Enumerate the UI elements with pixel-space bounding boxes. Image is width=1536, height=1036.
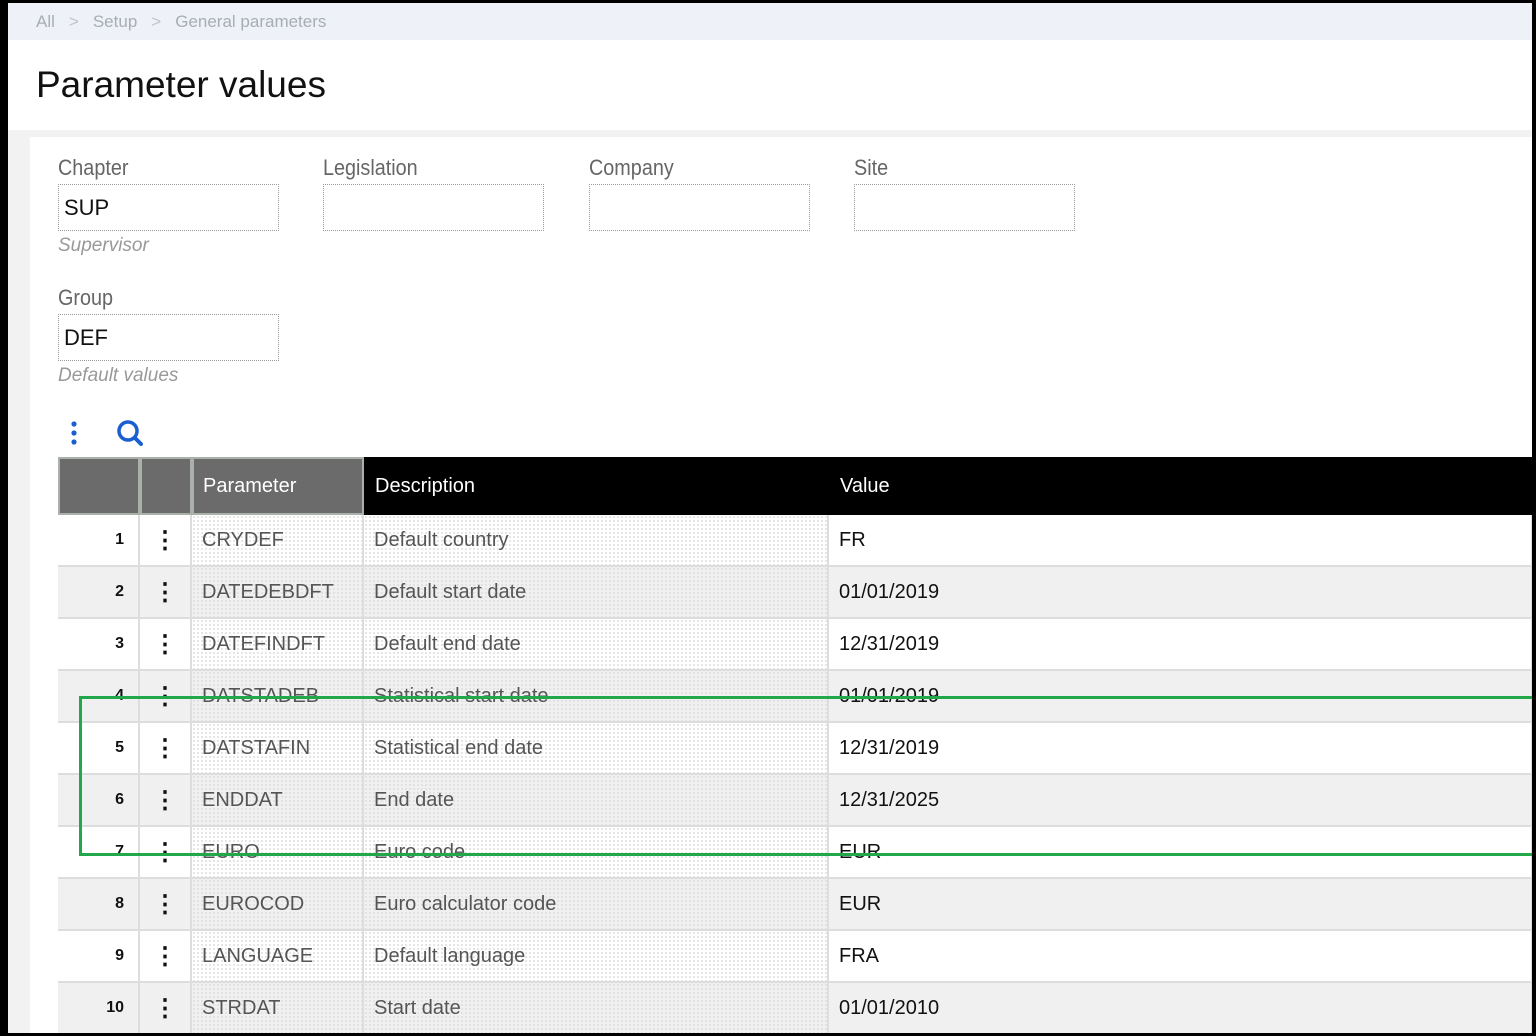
- company-label: Company: [589, 155, 674, 180]
- value-cell[interactable]: EUR: [829, 879, 1532, 931]
- table-row[interactable]: 9 ⋮ LANGUAGE Default language FRA: [58, 931, 1532, 983]
- row-menu-icon[interactable]: ⋮: [140, 671, 192, 723]
- table-toolbar: [70, 419, 144, 447]
- parameter-cell[interactable]: STRDAT: [192, 983, 364, 1033]
- column-header-description[interactable]: Description: [364, 457, 829, 515]
- row-menu-icon[interactable]: ⋮: [140, 723, 192, 775]
- row-number: 7: [58, 827, 140, 879]
- breadcrumb: All > Setup > General parameters: [8, 3, 1532, 40]
- table-row[interactable]: 3 ⋮ DATEFINDFT Default end date 12/31/20…: [58, 619, 1532, 671]
- group-input[interactable]: DEF: [58, 314, 279, 361]
- row-number: 10: [58, 983, 140, 1033]
- table-row[interactable]: 4 ⋮ DATSTADEB Statistical start date 01/…: [58, 671, 1532, 723]
- page-title: Parameter values: [36, 64, 326, 105]
- company-field: Company: [589, 155, 810, 231]
- chevron-right-icon: >: [151, 11, 162, 31]
- description-cell[interactable]: Statistical end date: [364, 723, 829, 775]
- row-menu-icon[interactable]: ⋮: [140, 983, 192, 1033]
- parameter-cell[interactable]: EURO: [192, 827, 364, 879]
- row-number-header: [58, 457, 140, 515]
- row-number: 9: [58, 931, 140, 983]
- description-cell[interactable]: Default start date: [364, 567, 829, 619]
- row-number: 2: [58, 567, 140, 619]
- table-row[interactable]: 7 ⋮ EURO Euro code EUR: [58, 827, 1532, 879]
- description-cell[interactable]: Statistical start date: [364, 671, 829, 723]
- search-icon[interactable]: [116, 419, 144, 447]
- value-cell[interactable]: 01/01/2010: [829, 983, 1532, 1033]
- chapter-label: Chapter: [58, 155, 129, 180]
- row-number: 6: [58, 775, 140, 827]
- parameters-table: Parameter Description Value 1 ⋮ CRYDEF D…: [58, 457, 1532, 1033]
- description-cell[interactable]: Start date: [364, 983, 829, 1033]
- value-cell[interactable]: 01/01/2019: [829, 671, 1532, 723]
- parameter-cell[interactable]: ENDDAT: [192, 775, 364, 827]
- row-number: 5: [58, 723, 140, 775]
- value-cell[interactable]: EUR: [829, 827, 1532, 879]
- app-window: All > Setup > General parameters Parameter…: [8, 3, 1532, 1033]
- parameter-cell[interactable]: DATEFINDFT: [192, 619, 364, 671]
- value-cell[interactable]: FRA: [829, 931, 1532, 983]
- group-field: Group DEF Default values: [58, 285, 279, 387]
- table-row[interactable]: 2 ⋮ DATEDEBDFT Default start date 01/01/…: [58, 567, 1532, 619]
- parameter-cell[interactable]: DATEDEBDFT: [192, 567, 364, 619]
- value-cell[interactable]: 12/31/2019: [829, 723, 1532, 775]
- site-field: Site: [854, 155, 1075, 231]
- description-cell[interactable]: Default language: [364, 931, 829, 983]
- more-vertical-icon[interactable]: [70, 421, 78, 445]
- value-cell[interactable]: 12/31/2025: [829, 775, 1532, 827]
- parameter-cell[interactable]: LANGUAGE: [192, 931, 364, 983]
- value-cell[interactable]: 12/31/2019: [829, 619, 1532, 671]
- legislation-field: Legislation: [323, 155, 544, 231]
- column-header-value[interactable]: Value: [829, 457, 1532, 515]
- chapter-description: Supervisor: [58, 235, 149, 256]
- table-row[interactable]: 10 ⋮ STRDAT Start date 01/01/2010: [58, 983, 1532, 1033]
- row-number: 1: [58, 515, 140, 567]
- row-menu-icon[interactable]: ⋮: [140, 567, 192, 619]
- chapter-field: Chapter SUP Supervisor: [58, 155, 279, 257]
- breadcrumb-all[interactable]: All: [36, 11, 55, 31]
- chevron-right-icon: >: [68, 11, 79, 31]
- group-description: Default values: [58, 365, 179, 386]
- site-label: Site: [854, 155, 889, 180]
- row-number: 3: [58, 619, 140, 671]
- company-input[interactable]: [589, 184, 810, 231]
- row-menu-icon[interactable]: ⋮: [140, 619, 192, 671]
- chapter-input[interactable]: SUP: [58, 184, 279, 231]
- parameter-cell[interactable]: DATSTAFIN: [192, 723, 364, 775]
- table-row[interactable]: 8 ⋮ EUROCOD Euro calculator code EUR: [58, 879, 1532, 931]
- row-menu-header: [140, 457, 192, 515]
- description-cell[interactable]: Default country: [364, 515, 829, 567]
- breadcrumb-setup[interactable]: Setup: [92, 11, 138, 31]
- description-cell[interactable]: Default end date: [364, 619, 829, 671]
- row-menu-icon[interactable]: ⋮: [140, 931, 192, 983]
- value-cell[interactable]: 01/01/2019: [829, 567, 1532, 619]
- column-header-parameter[interactable]: Parameter: [192, 457, 364, 515]
- content-panel: Chapter SUP Supervisor Legislation Compa…: [30, 137, 1532, 1033]
- row-menu-icon[interactable]: ⋮: [140, 775, 192, 827]
- value-cell[interactable]: FR: [829, 515, 1532, 567]
- legislation-input[interactable]: [323, 184, 544, 231]
- parameter-cell[interactable]: EUROCOD: [192, 879, 364, 931]
- row-menu-icon[interactable]: ⋮: [140, 515, 192, 567]
- description-cell[interactable]: End date: [364, 775, 829, 827]
- table-row[interactable]: 6 ⋮ ENDDAT End date 12/31/2025: [58, 775, 1532, 827]
- site-input[interactable]: [854, 184, 1075, 231]
- group-label: Group: [58, 285, 114, 310]
- description-cell[interactable]: Euro code: [364, 827, 829, 879]
- description-cell[interactable]: Euro calculator code: [364, 879, 829, 931]
- parameter-cell[interactable]: CRYDEF: [192, 515, 364, 567]
- parameter-cell[interactable]: DATSTADEB: [192, 671, 364, 723]
- table-row[interactable]: 5 ⋮ DATSTAFIN Statistical end date 12/31…: [58, 723, 1532, 775]
- legislation-label: Legislation: [323, 155, 418, 180]
- row-number: 4: [58, 671, 140, 723]
- row-menu-icon[interactable]: ⋮: [140, 827, 192, 879]
- table-row[interactable]: 1 ⋮ CRYDEF Default country FR: [58, 515, 1532, 567]
- row-menu-icon[interactable]: ⋮: [140, 879, 192, 931]
- breadcrumb-general-parameters[interactable]: General parameters: [175, 11, 327, 31]
- row-number: 8: [58, 879, 140, 931]
